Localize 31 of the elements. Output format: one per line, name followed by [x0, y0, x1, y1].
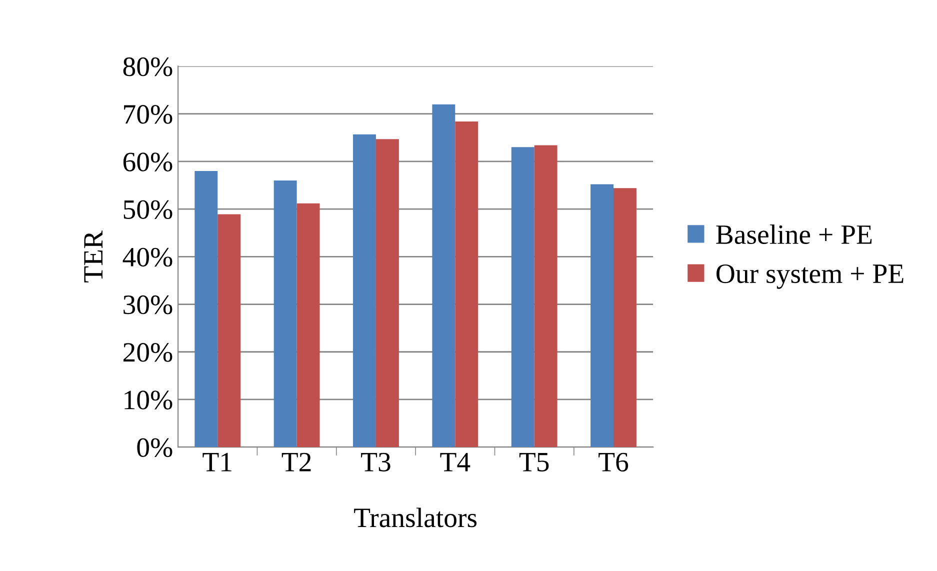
x-tick-label: T1 [202, 452, 232, 472]
y-tick-label: 80% [123, 57, 172, 76]
bar [614, 188, 636, 448]
y-tick-label: 30% [124, 295, 172, 314]
y-axis-title: TER [84, 230, 102, 282]
bar [590, 184, 614, 448]
bar [511, 147, 534, 448]
legend-label: Our system + PE [716, 264, 904, 289]
bar [296, 203, 320, 448]
y-tick-label: 0% [137, 438, 172, 458]
y-tick-label: 10% [124, 390, 172, 410]
bar [194, 170, 218, 448]
y-tick-label: 70% [124, 105, 172, 124]
y-tick-label: 60% [123, 152, 172, 172]
x-tick-label: T2 [282, 452, 311, 472]
x-tick-label: T6 [598, 452, 628, 472]
bar [274, 180, 297, 448]
bar [218, 214, 241, 448]
y-tick-label: 20% [123, 343, 172, 362]
x-axis-title: Translators [354, 508, 477, 528]
x-tick-label: T5 [519, 453, 549, 472]
x-tick-label: T3 [361, 452, 390, 472]
legend-label: Baseline + PE [716, 224, 872, 244]
x-tick-label: T4 [440, 452, 470, 472]
bar [353, 134, 376, 448]
bar [455, 121, 478, 448]
bar [534, 145, 558, 448]
bar [432, 104, 456, 448]
y-tick-label: 50% [124, 200, 172, 220]
bar [376, 139, 399, 448]
y-tick-label: 40% [122, 248, 172, 267]
